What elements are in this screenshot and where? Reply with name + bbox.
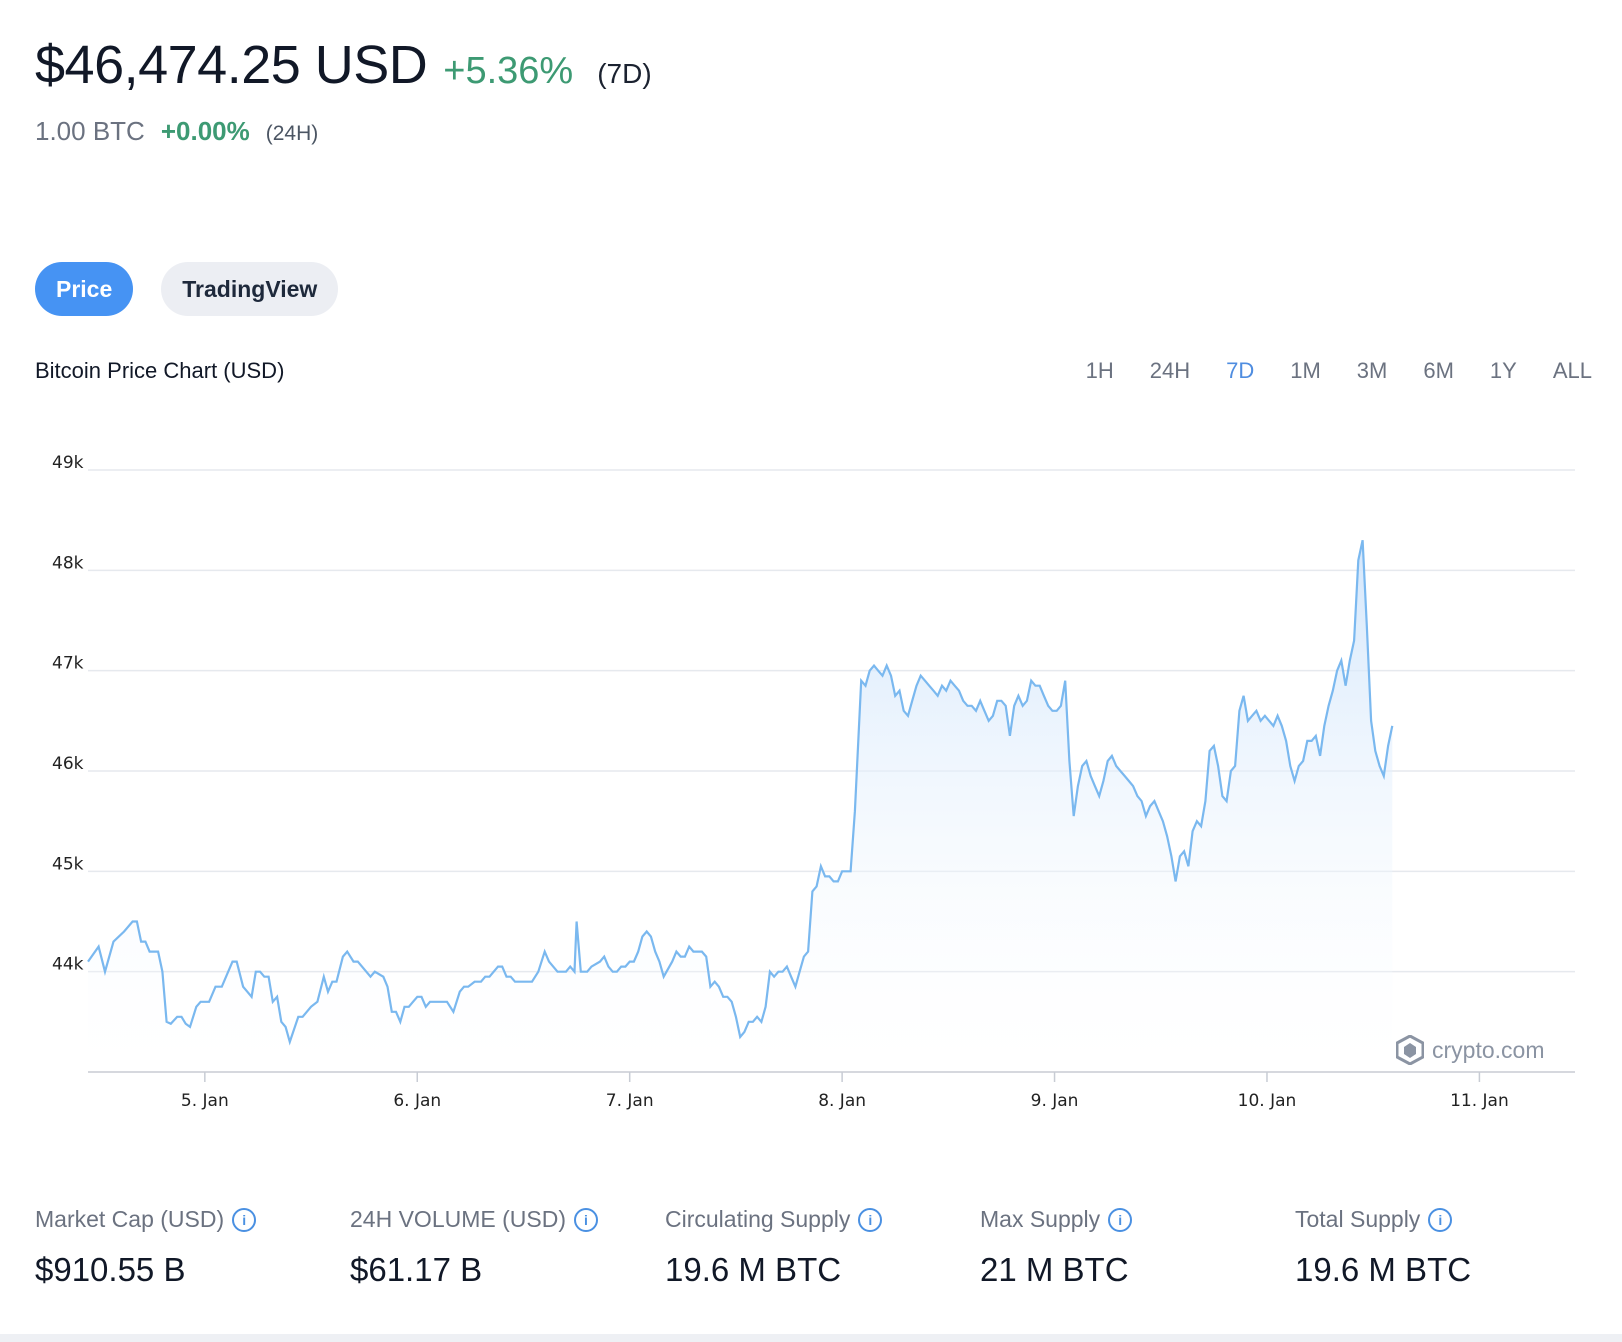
- btc-subheader: 1.00 BTC +0.00% (24H): [35, 116, 318, 147]
- range-1h[interactable]: 1H: [1085, 358, 1114, 383]
- price-area: [88, 540, 1393, 1072]
- price-chart[interactable]: 44k 45k 46k 47k 48k 49k 5. Jan 6. Jan 7. Jan 8. …: [0, 420, 1622, 1120]
- y-tick-label: 49k: [52, 453, 84, 473]
- crypto-com-watermark: crypto.com: [1396, 1035, 1544, 1065]
- x-tick-label: 7. Jan: [606, 1091, 654, 1111]
- range-24h[interactable]: 24H: [1149, 358, 1191, 383]
- time-range-selector: 1H 24H 7D 1M 3M 6M 1Y ALL: [1086, 358, 1592, 384]
- info-icon[interactable]: i: [1108, 1207, 1133, 1232]
- price-change-period: (7D): [597, 58, 652, 89]
- info-icon[interactable]: i: [1428, 1207, 1453, 1232]
- y-tick-label: 44k: [52, 955, 84, 975]
- stat-total-supply: Total Supply i 19.6 M BTC: [1295, 1206, 1610, 1289]
- stat-label: Max Supply: [980, 1206, 1101, 1232]
- range-6m[interactable]: 6M: [1423, 358, 1454, 383]
- x-tick-label: 8. Jan: [818, 1091, 866, 1111]
- stat-label: 24H VOLUME (USD): [350, 1206, 566, 1232]
- y-tick-label: 48k: [52, 553, 84, 573]
- bottom-divider: [0, 1334, 1622, 1342]
- stat-label: Circulating Supply: [665, 1206, 851, 1232]
- range-1m[interactable]: 1M: [1290, 358, 1321, 383]
- stat-market-cap: Market Cap (USD) i $910.55 B: [35, 1206, 350, 1289]
- stat-24h-volume: 24H VOLUME (USD) i $61.17 B: [350, 1206, 665, 1289]
- current-price: $46,474.25 USD: [35, 35, 428, 95]
- range-7d[interactable]: 7D: [1226, 358, 1255, 383]
- y-tick-label: 46k: [52, 754, 84, 774]
- price-change-7d: +5.36%: [443, 50, 574, 92]
- tab-price[interactable]: Price: [35, 262, 134, 316]
- stat-value: 19.6 M BTC: [665, 1251, 842, 1288]
- info-icon[interactable]: i: [858, 1207, 883, 1232]
- x-tick-label: 11. Jan: [1450, 1091, 1509, 1111]
- stat-value: 19.6 M BTC: [1295, 1251, 1472, 1288]
- stat-max-supply: Max Supply i 21 M BTC: [980, 1206, 1295, 1289]
- btc-amount: 1.00 BTC: [35, 116, 145, 146]
- y-tick-label: 45k: [52, 854, 84, 874]
- btc-change-24h: +0.00%: [160, 116, 250, 146]
- x-tick-label: 9. Jan: [1031, 1091, 1079, 1111]
- chart-title: Bitcoin Price Chart (USD): [35, 358, 285, 383]
- range-3m[interactable]: 3M: [1356, 358, 1388, 383]
- info-icon[interactable]: i: [573, 1207, 598, 1232]
- stat-circulating-supply: Circulating Supply i 19.6 M BTC: [665, 1206, 980, 1289]
- crypto-com-logo-icon: [1396, 1035, 1424, 1065]
- info-icon[interactable]: i: [232, 1207, 257, 1232]
- stat-value: $61.17 B: [350, 1251, 483, 1288]
- y-axis: 44k 45k 46k 47k 48k 49k: [52, 453, 84, 975]
- price-line: [87, 539, 1394, 1046]
- x-tick-label: 10. Jan: [1238, 1091, 1297, 1111]
- y-tick-label: 47k: [52, 654, 84, 674]
- range-all[interactable]: ALL: [1552, 358, 1592, 383]
- stats-row: Market Cap (USD) i $910.55 B 24H VOLUME (…: [35, 1206, 1610, 1289]
- stat-label: Market Cap (USD): [35, 1206, 225, 1232]
- btc-change-period: (24H): [265, 122, 319, 145]
- stat-label: Total Supply: [1295, 1206, 1421, 1232]
- x-axis: 5. Jan 6. Jan 7. Jan 8. Jan 9. Jan 10. Jan 11.…: [181, 1072, 1509, 1111]
- stat-value: $910.55 B: [35, 1251, 186, 1288]
- stat-value: 21 M BTC: [980, 1251, 1129, 1288]
- price-header: $46,474.25 USD +5.36% (7D): [35, 34, 652, 96]
- chart-tabs: Price TradingView: [35, 262, 339, 316]
- tab-tradingview[interactable]: TradingView: [161, 262, 339, 316]
- range-1y[interactable]: 1Y: [1489, 358, 1517, 383]
- watermark-text: crypto.com: [1432, 1036, 1545, 1063]
- x-tick-label: 6. Jan: [393, 1091, 441, 1111]
- x-tick-label: 5. Jan: [181, 1091, 229, 1111]
